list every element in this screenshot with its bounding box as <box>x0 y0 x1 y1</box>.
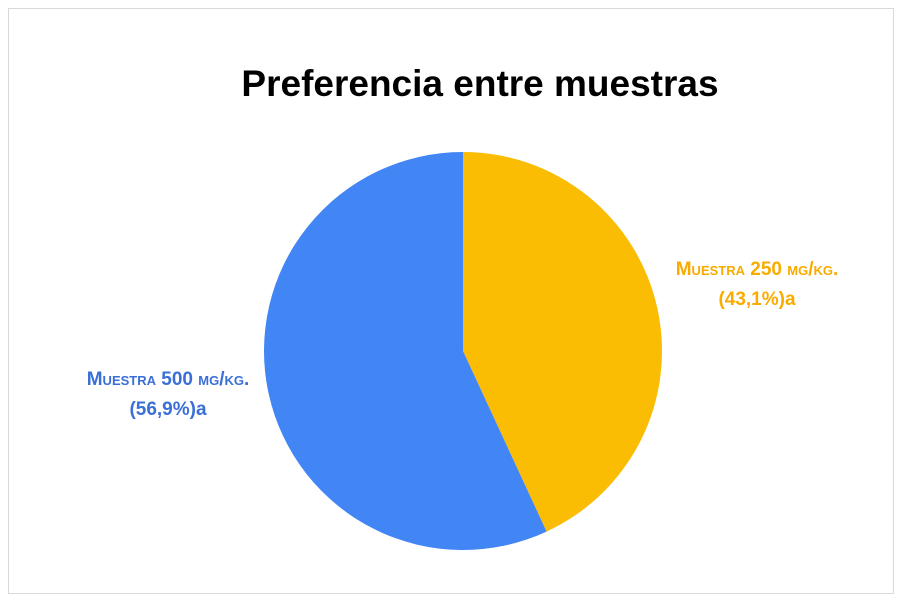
value-label: (56,9%)a <box>129 399 207 420</box>
category-label: Muestra 500 mg/kg. <box>86 369 250 390</box>
category-label: Muestra 250 mg/kg. <box>675 259 839 280</box>
chart-frame <box>8 8 894 594</box>
pie-slice <box>463 152 662 532</box>
slice-label: Muestra 250 mg/kg. (43,1%)a <box>667 255 847 315</box>
value-label: (43,1%)a <box>718 289 796 310</box>
chart-title: Preferencia entre muestras <box>241 63 718 104</box>
pie-slice <box>263 151 547 550</box>
slice-label: Muestra 500 mg/kg. (56,9%)a <box>78 365 258 425</box>
